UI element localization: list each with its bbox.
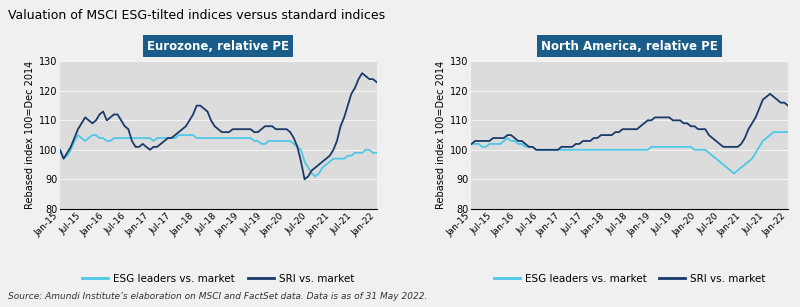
Y-axis label: Rebased index 100=Dec 2014: Rebased index 100=Dec 2014 xyxy=(25,61,34,209)
Text: Source: Amundi Institute’s elaboration on MSCI and FactSet data. Data is as of 3: Source: Amundi Institute’s elaboration o… xyxy=(8,292,427,301)
Text: Valuation of MSCI ESG-tilted indices versus standard indices: Valuation of MSCI ESG-tilted indices ver… xyxy=(8,9,385,22)
Legend: ESG leaders vs. market, SRI vs. market: ESG leaders vs. market, SRI vs. market xyxy=(490,270,770,288)
Y-axis label: Rebased index 100=Dec 2014: Rebased index 100=Dec 2014 xyxy=(436,61,446,209)
Legend: ESG leaders vs. market, SRI vs. market: ESG leaders vs. market, SRI vs. market xyxy=(78,270,358,288)
Text: Eurozone, relative PE: Eurozone, relative PE xyxy=(147,40,290,52)
Text: North America, relative PE: North America, relative PE xyxy=(542,40,718,52)
